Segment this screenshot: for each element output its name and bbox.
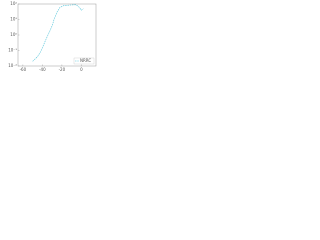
x-tick-label: -40: [39, 67, 46, 72]
x-tick-label: -20: [59, 67, 66, 72]
data-line: [32, 4, 84, 62]
x-tick-label: 0: [80, 67, 83, 72]
plot-frame: [17, 3, 97, 67]
chart: 10⁻² 10⁻¹ 10⁰ 10¹ 10² -60 -40 -20 0 NRRC: [8, 1, 97, 72]
legend-label: NRRC: [80, 58, 91, 63]
y-tick-label: 10¹: [10, 17, 17, 22]
x-tick-label: -60: [20, 67, 27, 72]
y-tick-label: 10⁻²: [8, 63, 17, 68]
y-tick-label: 10⁰: [10, 32, 17, 37]
y-tick-label: 10²: [10, 1, 17, 6]
legend-box: [73, 57, 95, 65]
y-tick-label: 10⁻¹: [8, 48, 17, 53]
